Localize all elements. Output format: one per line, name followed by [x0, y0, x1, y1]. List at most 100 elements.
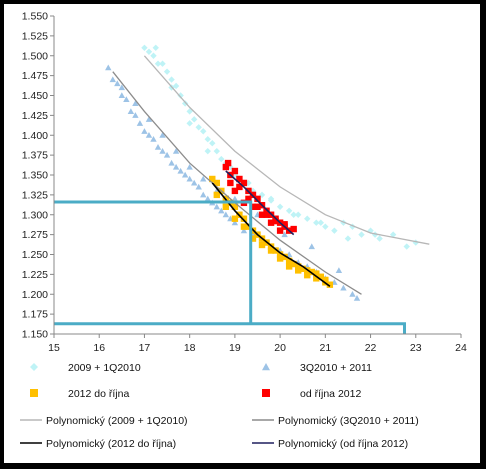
y-tick-label: 1.350 — [22, 170, 48, 182]
data-point-series-3 — [209, 175, 216, 183]
y-tick-label: 1.425 — [22, 110, 48, 122]
data-point-series-4 — [254, 195, 261, 203]
data-point-series-4 — [281, 221, 288, 228]
data-point-series-3 — [308, 268, 315, 276]
data-point-series-3 — [313, 275, 320, 282]
x-tick-label: 18 — [184, 342, 196, 354]
legend-label: Polynomický (3Q2010 + 2011) — [278, 415, 419, 427]
data-point-series-1 — [152, 44, 159, 51]
data-point-series-1 — [195, 124, 202, 131]
data-point-series-2 — [231, 219, 239, 226]
scatter-chart: 15 16 17 18 19 20 21 22 23 24 1.150 1.175 1.200 1.225… — [20, 11, 467, 450]
data-point-series-1 — [190, 116, 198, 123]
data-point-series-3 — [231, 203, 239, 210]
data-point-series-2 — [200, 175, 207, 182]
data-point-series-1 — [331, 227, 338, 234]
y-tick-label: 1.150 — [22, 329, 48, 341]
data-point-series-2 — [141, 128, 148, 134]
data-point-series-2 — [105, 64, 112, 71]
data-point-series-2 — [159, 132, 166, 138]
legend-label: Polynomický (od října 2012) — [278, 438, 408, 450]
data-point-series-1 — [285, 207, 293, 214]
legend-item: 3Q2010 + 2011 — [262, 362, 372, 374]
legend-item: od října 2012 — [262, 388, 361, 400]
legend-item: Polynomický (3Q2010 + 2011) — [252, 415, 419, 427]
x-tick-label: 19 — [229, 342, 241, 354]
data-point-series-2 — [335, 267, 343, 273]
data-point-series-3 — [245, 223, 252, 230]
data-point-series-2 — [168, 159, 175, 166]
data-point-series-3 — [222, 203, 230, 210]
data-point-series-3 — [249, 235, 257, 242]
data-point-series-3 — [276, 255, 284, 262]
data-point-series-3 — [285, 263, 293, 270]
data-point-series-2 — [281, 231, 288, 238]
data-point-series-4 — [263, 207, 270, 214]
legend-label: 2012 do října — [68, 388, 129, 400]
annotation-line-1 — [54, 200, 253, 324]
data-point-series-3 — [213, 179, 220, 187]
data-point-series-2 — [145, 132, 153, 138]
data-point-series-2 — [353, 295, 361, 301]
data-point-series-2 — [204, 195, 211, 202]
legend-label: Polynomický (2009 + 1Q2010) — [46, 415, 188, 427]
data-point-series-3 — [295, 263, 302, 270]
data-point-series-3 — [213, 191, 220, 199]
data-point-series-4 — [231, 187, 239, 195]
legend-marker — [262, 389, 270, 397]
y-tick-label: 1.400 — [22, 130, 48, 142]
y-tick-label: 1.475 — [22, 70, 48, 82]
data-point-series-1 — [172, 82, 180, 90]
x-tick-label: 21 — [319, 342, 331, 354]
legend-label: 3Q2010 + 2011 — [300, 362, 372, 374]
data-point-series-2 — [109, 76, 116, 83]
legend-marker — [30, 363, 38, 371]
data-point-series-3 — [304, 271, 311, 279]
legend-label: Polynomický (2012 do října) — [46, 438, 176, 450]
y-tick-label: 1.450 — [22, 90, 48, 102]
data-point-series-3 — [276, 251, 284, 258]
data-point-series-2 — [181, 171, 189, 178]
data-point-series-1 — [317, 219, 325, 226]
data-point-series-2 — [118, 92, 126, 99]
trendline-3 — [211, 182, 331, 287]
data-point-series-2 — [163, 151, 171, 158]
data-point-series-1 — [159, 60, 166, 67]
data-point-series-1 — [371, 231, 379, 238]
data-point-series-2 — [190, 179, 198, 186]
data-point-series-3 — [267, 247, 275, 254]
x-tick-label: 23 — [410, 342, 422, 354]
chart-frame: 15 16 17 18 19 20 21 22 23 24 1.150 1.175 1.200 1.225… — [4, 4, 480, 463]
data-point-series-4 — [249, 203, 257, 210]
data-point-series-4 — [258, 211, 266, 218]
data-point-series-4 — [231, 167, 239, 175]
data-point-series-4 — [236, 183, 243, 191]
data-point-series-1 — [358, 231, 365, 238]
legend-label: 2009 + 1Q2010 — [68, 362, 141, 374]
data-point-series-1 — [267, 195, 275, 203]
data-point-series-2 — [240, 227, 248, 234]
y-tick-label: 1.275 — [22, 229, 48, 241]
data-point-series-1 — [163, 68, 171, 75]
legend-item: Polynomický (2012 do října) — [20, 438, 176, 450]
data-point-series-4 — [224, 159, 232, 167]
data-point-series-1 — [290, 211, 297, 218]
data-point-series-2 — [186, 175, 193, 182]
data-point-series-2 — [222, 211, 230, 218]
data-point-series-1 — [150, 52, 157, 59]
data-point-series-3 — [272, 247, 279, 254]
data-point-series-2 — [114, 80, 121, 87]
data-point-series-1 — [154, 60, 162, 67]
data-point-series-3 — [240, 223, 248, 230]
data-point-series-2 — [213, 203, 220, 210]
data-point-series-3 — [313, 270, 320, 277]
x-tick-label: 17 — [139, 342, 151, 354]
data-point-series-4 — [236, 175, 243, 183]
data-point-series-4 — [267, 219, 275, 226]
plot-area — [54, 44, 430, 334]
data-point-series-2 — [154, 143, 162, 150]
data-point-series-3 — [326, 281, 334, 288]
y-tick-label: 1.525 — [22, 30, 48, 42]
data-point-series-1 — [376, 235, 383, 242]
legend-marker — [30, 389, 38, 397]
